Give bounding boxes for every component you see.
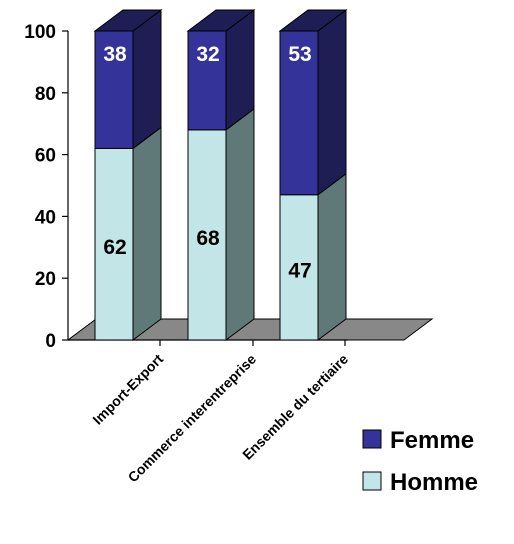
x-category-label: Import-Export [89,351,166,428]
data-label-homme: 68 [196,227,220,250]
data-label-femme: 53 [288,43,311,66]
x-category-label: Ensemble du tertiaire [239,351,351,463]
bar-femme [187,30,227,131]
data-label-homme: 62 [103,236,126,259]
y-tick-label: 20 [35,269,56,290]
legend-label-homme: Homme [390,469,478,496]
y-tick-label: 80 [35,84,56,105]
bar-top-face [186,9,256,32]
bar-homme [279,194,319,341]
bar-side-homme [317,172,347,341]
y-tick-label: 60 [35,146,56,167]
data-label-femme: 38 [103,43,127,66]
y-tick-label: 0 [45,331,56,352]
data-label-femme: 32 [196,43,219,66]
bar-side-homme [132,126,162,341]
legend-label-femme: Femme [390,427,474,454]
bar-side-femme [317,9,347,196]
bar-top-face [278,9,348,32]
data-label-homme: 47 [288,259,311,282]
bar-homme [187,129,227,341]
bar-side-femme [132,9,162,150]
y-tick-label: 40 [35,207,56,228]
bar-side-homme [225,107,255,341]
y-tick-label: 100 [24,22,56,43]
legend-swatch-femme [362,429,382,449]
bar-top-face [93,9,163,32]
legend-swatch-homme [362,471,382,491]
